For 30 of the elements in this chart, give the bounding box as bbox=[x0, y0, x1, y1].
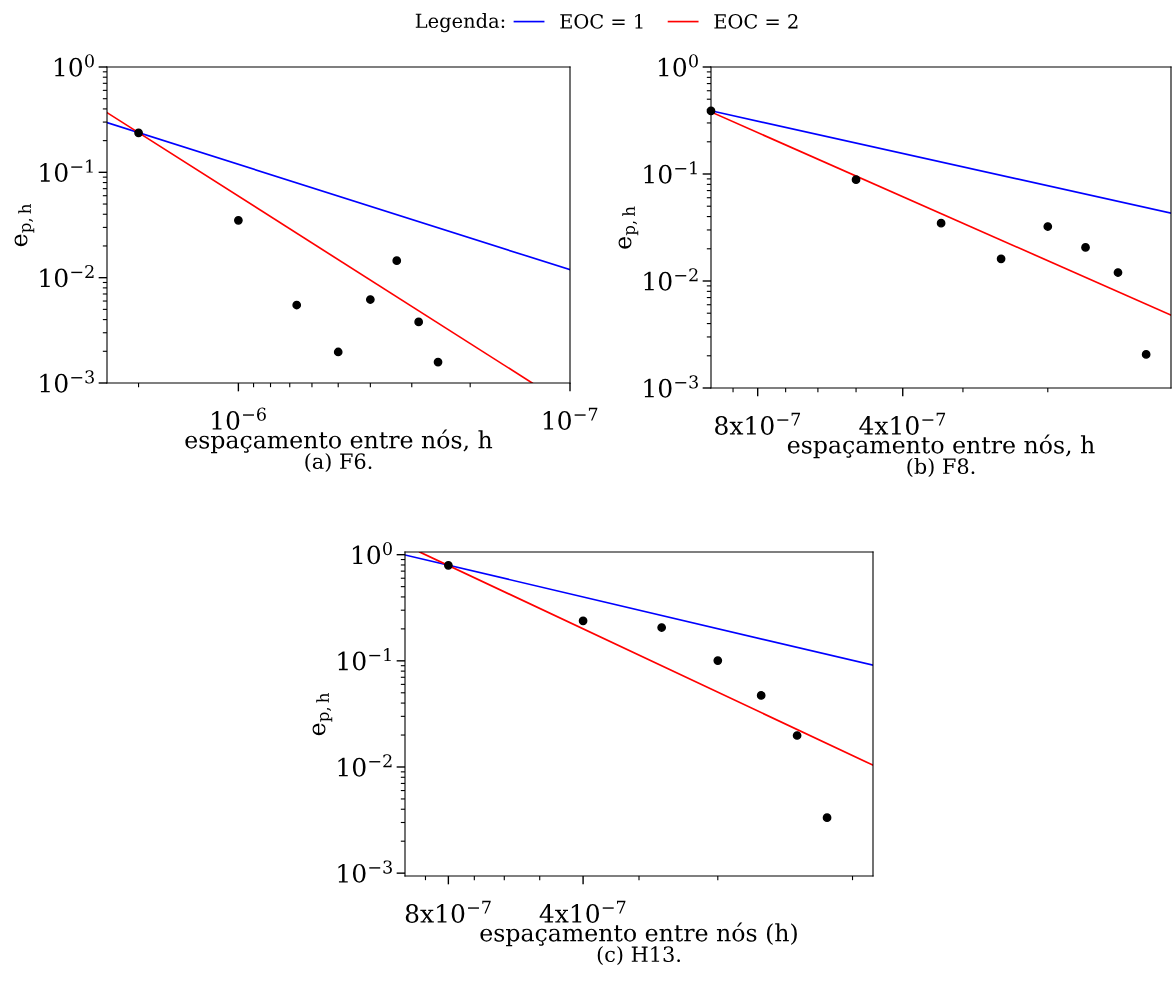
y-tick-label: 10$^{0}$ bbox=[54, 54, 94, 77]
text: (c) H13. bbox=[597, 945, 680, 965]
y-tick-label: 10$^{−1}$ bbox=[40, 159, 93, 183]
text: (a) F6. bbox=[305, 452, 372, 472]
y-tick-label: 10$^{0}$ bbox=[352, 541, 392, 565]
y-axis-title: e$_{p,h}$ bbox=[312, 692, 333, 736]
x-tick-label: 8x10$^{−7}$ bbox=[405, 900, 491, 923]
legend-label: EOC = 2 bbox=[714, 13, 798, 29]
y-tick-label: 10$^{−2}$ bbox=[644, 268, 698, 291]
x-tick-label: 10$^{−6}$ bbox=[212, 407, 266, 430]
x-axis-title: espaçamento entre nós (h) bbox=[480, 922, 797, 947]
x-tick-label: 4x10$^{−7}$ bbox=[539, 900, 626, 923]
y-tick-label: 10$^{−1}$ bbox=[644, 161, 697, 184]
x-axis-title: espaçamento entre nós, h bbox=[787, 434, 1095, 459]
y-tick-label: 10$^{−3}$ bbox=[338, 860, 392, 883]
x-axis-title: espaçamento entre nós, h bbox=[185, 429, 493, 454]
y-tick-label: 10$^{−2}$ bbox=[338, 754, 392, 777]
x-tick-label: 8x10$^{−7}$ bbox=[715, 412, 801, 435]
y-tick-label: 10$^{−3}$ bbox=[40, 370, 94, 393]
y-tick-label: 10$^{−1}$ bbox=[338, 648, 391, 671]
text: (b) F8. bbox=[907, 457, 975, 477]
y-tick-label: 10$^{−3}$ bbox=[644, 375, 698, 398]
x-tick-label: 10$^{−7}$ bbox=[543, 407, 598, 430]
legend-title: Legenda: bbox=[415, 13, 505, 33]
y-tick-label: 10$^{−2}$ bbox=[40, 264, 94, 288]
x-tick-label: 4x10$^{−7}$ bbox=[859, 412, 946, 435]
y-axis-title: e$_{p,h}$ bbox=[618, 206, 639, 249]
legend-label: EOC = 1 bbox=[560, 13, 643, 29]
y-tick-label: 10$^{0}$ bbox=[658, 54, 698, 77]
y-axis-title: e$_{p,h}$ bbox=[14, 203, 35, 247]
